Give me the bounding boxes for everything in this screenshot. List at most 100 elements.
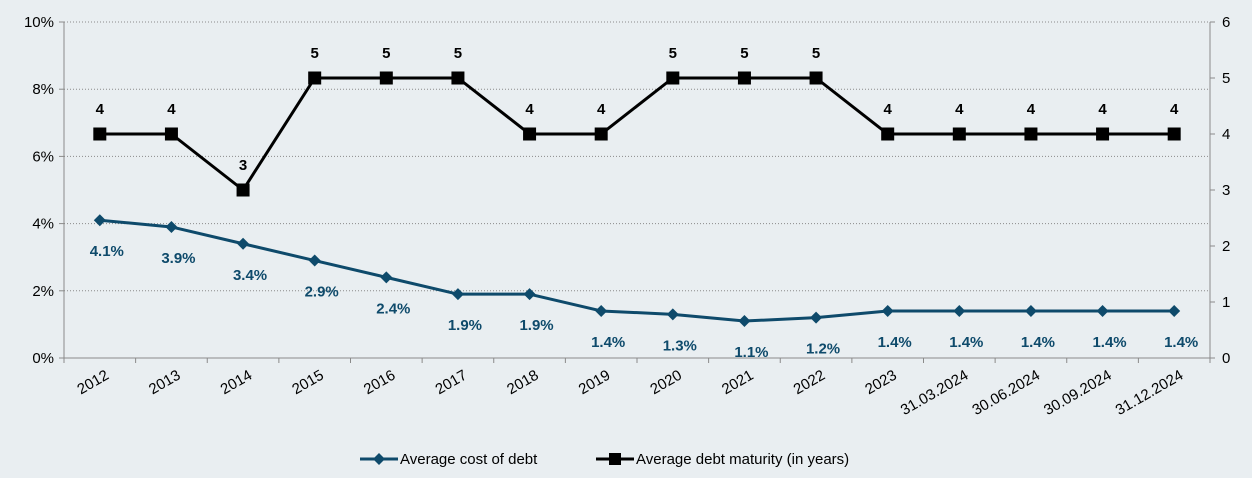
- debt-maturity-data-label: 4: [955, 101, 964, 118]
- right-tick-label: 6: [1222, 14, 1230, 31]
- debt-maturity-point: [1096, 127, 1110, 141]
- cost-of-debt-point: [595, 304, 608, 317]
- cost-of-debt-data-label: 1.1%: [734, 344, 768, 361]
- cost-of-debt-data-label: 4.1%: [90, 243, 124, 260]
- gridlines: [64, 21, 1210, 292]
- debt-maturity-data-label: 3: [239, 157, 247, 174]
- right-tick-label: 1: [1222, 294, 1230, 311]
- debt-maturity-point: [523, 127, 537, 141]
- debt-maturity-data-label: 5: [740, 45, 748, 62]
- x-tick-label: 2018: [504, 367, 541, 398]
- cost-of-debt-point: [93, 214, 106, 227]
- cost-of-debt-point: [308, 254, 321, 267]
- left-tick-label: 10%: [24, 14, 54, 31]
- right-tick-label: 3: [1222, 182, 1230, 199]
- legend: Average cost of debt Average debt maturi…: [360, 451, 849, 468]
- debt-maturity-data-label: 4: [525, 101, 534, 118]
- right-axis-ticks: 0 1 2 3 4 5 6: [1210, 14, 1230, 367]
- right-tick-label: 5: [1222, 70, 1230, 87]
- cost-of-debt-point: [738, 315, 751, 328]
- x-tick-label: 31.03.2024: [898, 367, 972, 419]
- left-tick-label: 4%: [32, 216, 54, 233]
- debt-maturity-data-label: 4: [597, 101, 606, 118]
- x-tick-label: 2022: [791, 367, 828, 398]
- cost-of-debt-data-label: 1.9%: [448, 317, 482, 334]
- debt-maturity-point: [594, 127, 608, 141]
- debt-maturity-data-label: 4: [96, 101, 105, 118]
- cost-of-debt-data-label: 2.4%: [376, 300, 410, 317]
- left-axis-ticks: 0% 2% 4% 6% 8% 10%: [24, 14, 64, 367]
- right-tick-label: 4: [1222, 126, 1230, 143]
- debt-maturity-data-label: 4: [167, 101, 176, 118]
- cost-of-debt-line: [99, 218, 1175, 323]
- x-tick-label: 30.06.2024: [969, 367, 1043, 419]
- cost-of-debt-point: [810, 311, 823, 324]
- left-tick-label: 2%: [32, 283, 54, 300]
- cost-of-debt-data-label: 1.4%: [949, 334, 983, 351]
- x-tick-label: 2017: [433, 367, 470, 398]
- cost-of-debt-data-label: 1.4%: [878, 334, 912, 351]
- legend-maturity-label: Average debt maturity (in years): [636, 451, 849, 468]
- cost-of-debt-point: [881, 304, 894, 317]
- debt-maturity-point: [737, 71, 751, 85]
- x-tick-label: 2016: [361, 367, 398, 398]
- cost-of-debt-data-label: 1.4%: [591, 334, 625, 351]
- left-tick-label: 6%: [32, 148, 54, 165]
- cost-of-debt-data-label: 3.4%: [233, 267, 267, 284]
- left-tick-label: 8%: [32, 81, 54, 98]
- cost-of-debt-point: [165, 220, 178, 233]
- debt-maturity-point: [379, 71, 393, 85]
- cost-of-debt-point: [380, 271, 393, 284]
- x-tick-label: 2013: [146, 367, 183, 398]
- debt-maturity-data-label: 5: [382, 45, 390, 62]
- legend-maturity-marker: [609, 453, 621, 465]
- right-tick-label: 2: [1222, 238, 1230, 255]
- x-tick-label: 31.12.2024: [1113, 367, 1187, 419]
- cost-of-debt-data-label: 1.4%: [1092, 334, 1126, 351]
- debt-maturity-data-label: 4: [1098, 101, 1107, 118]
- series-layer: [93, 71, 1181, 328]
- cost-of-debt-data-label: 1.4%: [1021, 334, 1055, 351]
- debt-maturity-data-label: 4: [1170, 101, 1179, 118]
- x-tick-label: 2021: [719, 367, 756, 398]
- data-labels: 4.1% 3.9% 3.4% 2.9% 2.4% 1.9% 1.9% 1.4% 1.3% 1.1%…: [90, 45, 1199, 361]
- x-tick-label: 2019: [576, 367, 613, 398]
- debt-maturity-point: [952, 127, 966, 141]
- cost-of-debt-point: [953, 304, 966, 317]
- debt-maturity-data-label: 5: [669, 45, 677, 62]
- cost-of-debt-point: [1024, 304, 1037, 317]
- debt-maturity-point: [93, 127, 107, 141]
- x-tick-label: 2014: [218, 367, 255, 398]
- x-tick-label: 2012: [74, 367, 111, 398]
- legend-cost-marker: [373, 453, 385, 465]
- cost-of-debt-point: [1168, 304, 1181, 317]
- series-cost-of-debt: [93, 214, 1181, 328]
- cost-of-debt-point: [523, 288, 536, 301]
- axes: [63, 22, 1211, 359]
- debt-maturity-point: [666, 71, 680, 85]
- x-axis-ticks: 2012 2013 2014 2015 2016 2017 2018 2019 2020 2021…: [63, 358, 1211, 419]
- right-tick-label: 0: [1222, 350, 1230, 367]
- cost-of-debt-data-label: 1.4%: [1164, 334, 1198, 351]
- cost-of-debt-point: [1096, 304, 1109, 317]
- left-tick-label: 0%: [32, 350, 54, 367]
- cost-of-debt-data-label: 1.3%: [663, 337, 697, 354]
- debt-maturity-data-label: 4: [1027, 101, 1036, 118]
- cost-of-debt-data-label: 2.9%: [305, 284, 339, 301]
- debt-maturity-data-label: 5: [454, 45, 462, 62]
- debt-maturity-point: [1167, 127, 1181, 141]
- x-tick-label: 2020: [647, 367, 684, 398]
- debt-maturity-point: [164, 127, 178, 141]
- debt-maturity-point: [1024, 127, 1038, 141]
- debt-maturity-point: [809, 71, 823, 85]
- cost-of-debt-data-label: 3.9%: [161, 250, 195, 267]
- debt-maturity-point: [881, 127, 895, 141]
- debt-maturity-line: [99, 76, 1175, 192]
- debt-maturity-point: [308, 71, 322, 85]
- debt-maturity-point: [236, 183, 250, 197]
- x-tick-label: 2015: [289, 367, 326, 398]
- cost-of-debt-point: [451, 288, 464, 301]
- cost-of-debt-data-label: 1.9%: [519, 317, 553, 334]
- cost-of-debt-point: [666, 308, 679, 321]
